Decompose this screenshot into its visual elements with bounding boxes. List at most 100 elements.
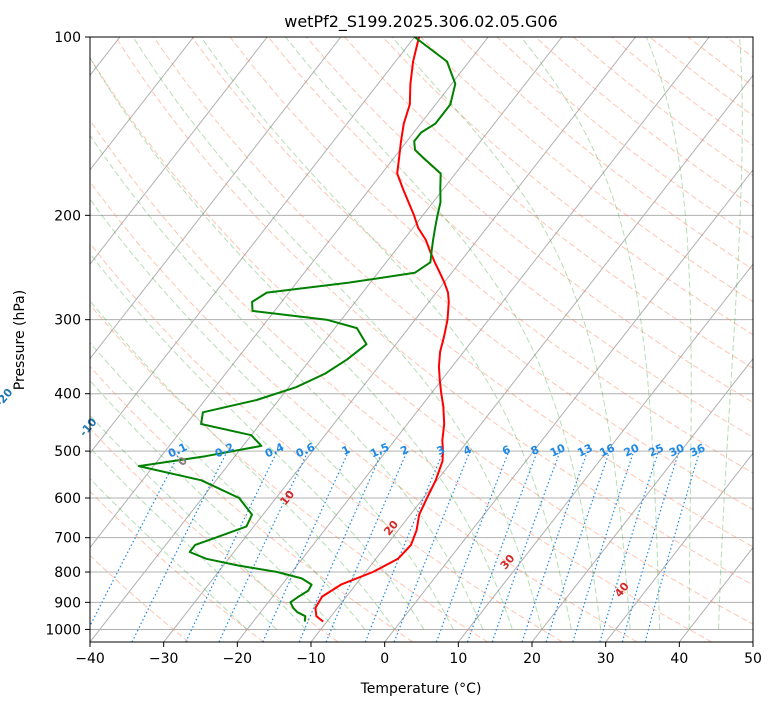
mixing-ratio-line xyxy=(393,450,471,642)
x-tick-label: 30 xyxy=(597,651,615,667)
moist-adiabat-line xyxy=(200,37,572,630)
mixing-ratio-line xyxy=(599,450,660,642)
mixing-ratio-label: 2 xyxy=(398,443,410,458)
mixing-ratio-line xyxy=(90,450,181,628)
isotherm-gridline xyxy=(90,37,342,360)
y-tick-label: 600 xyxy=(54,491,81,507)
moist-adiabat-line xyxy=(645,37,692,630)
isotherm-gridline xyxy=(90,37,268,265)
moist-adiabat-line xyxy=(90,252,425,630)
moist-adiabat-line xyxy=(90,414,307,630)
moist-adiabat-line xyxy=(90,447,277,630)
dry-adiabat-line xyxy=(420,37,753,303)
x-tick-label: 20 xyxy=(523,651,541,667)
dry-adiabat-line xyxy=(305,37,753,403)
moist-adiabat-line xyxy=(90,342,366,630)
dry-adiabat-label: 40 xyxy=(612,580,632,600)
mixing-ratio-label: 16 xyxy=(598,441,618,459)
dry-adiabat-line xyxy=(458,37,753,271)
isotherm-gridline xyxy=(163,37,636,642)
dry-adiabat-line xyxy=(90,181,638,642)
isotherm-gridline xyxy=(531,357,753,642)
mixing-ratio-label: 13 xyxy=(575,441,594,459)
isotherm-gridline xyxy=(90,37,415,454)
mixing-ratio-label: 10 xyxy=(548,441,568,459)
x-tick-label: −10 xyxy=(296,651,326,667)
mixing-ratio-label: 3 xyxy=(435,443,447,458)
isotherm-gridline xyxy=(90,37,194,171)
dry-adiabat-line xyxy=(191,37,753,511)
isotherm-gridline xyxy=(90,37,563,642)
moist-adiabat-line xyxy=(391,37,631,630)
dry-adiabat-line xyxy=(153,37,753,548)
isotherm-gridline xyxy=(752,641,753,642)
mixing-ratio-line xyxy=(466,450,538,642)
y-tick-label: 800 xyxy=(54,565,81,581)
y-tick-label: 1000 xyxy=(45,622,81,638)
isotherm-gridline xyxy=(457,263,753,642)
y-tick-label: 100 xyxy=(54,30,81,46)
mixing-ratio-label: 0.2 xyxy=(213,440,236,460)
mixing-ratio-label: 25 xyxy=(647,441,666,459)
x-tick-label: 50 xyxy=(744,651,762,667)
mixing-ratio-line xyxy=(218,450,309,642)
dry-adiabat-line xyxy=(382,37,753,336)
dry-adiabat-line xyxy=(90,554,190,642)
dry-adiabat-line xyxy=(90,427,339,642)
moist-adiabat-line xyxy=(718,37,743,630)
dry-adiabat-line xyxy=(573,37,753,177)
mixing-ratio-line xyxy=(298,450,384,642)
dry-adiabat-line xyxy=(90,365,414,642)
mixing-ratio-label: 8 xyxy=(529,443,541,458)
temperature-profile-line xyxy=(314,37,450,623)
dry-adiabat-line xyxy=(687,37,753,87)
y-tick-label: 700 xyxy=(54,531,81,547)
isotherm-gridline xyxy=(605,452,753,642)
dry-adiabat-label: 0 xyxy=(175,454,190,468)
mixing-ratio-label: 1.5 xyxy=(368,440,391,460)
isotherm-gridline xyxy=(310,74,753,642)
x-tick-label: −30 xyxy=(149,651,179,667)
dry-adiabat-label: 20 xyxy=(381,518,401,538)
dry-adiabat-line xyxy=(90,119,712,642)
mixing-ratio-line xyxy=(572,450,635,642)
y-tick-label: 300 xyxy=(54,313,81,329)
dry-adiabat-line xyxy=(90,490,264,642)
y-tick-label: 900 xyxy=(54,595,81,611)
mixing-ratio-label: 1 xyxy=(340,443,352,458)
moist-adiabat-line xyxy=(90,198,454,630)
dry-adiabat-line xyxy=(764,37,775,642)
isotherm-gridline xyxy=(90,37,489,549)
mixing-ratio-label: 36 xyxy=(688,441,708,459)
dry-adiabat-line xyxy=(344,37,753,369)
moist-adiabat-line xyxy=(520,37,661,630)
dry-adiabat-line xyxy=(90,56,753,625)
x-axis-title: Temperature (°C) xyxy=(360,681,482,697)
isotherm-gridline xyxy=(236,37,710,642)
mixing-ratio-label: 6 xyxy=(500,443,513,458)
mixing-ratio-line xyxy=(491,450,561,642)
chart-title: wetPf2_S199.2025.306.02.05.G06 xyxy=(284,12,558,32)
mixing-ratio-line xyxy=(521,450,589,642)
x-tick-label: −20 xyxy=(223,651,253,667)
mixing-ratio-label: 30 xyxy=(667,441,687,459)
y-tick-label: 500 xyxy=(54,444,81,460)
moist-adiabat-line xyxy=(132,37,543,630)
mixing-ratio-label: 0.6 xyxy=(294,440,317,460)
mixing-ratio-line xyxy=(435,450,510,642)
dry-adiabat-line xyxy=(534,37,753,207)
mixing-ratio-line xyxy=(131,450,228,642)
x-tick-label: 0 xyxy=(380,651,389,667)
plot-frame xyxy=(89,36,754,643)
mixing-ratio-line xyxy=(621,450,680,642)
mixing-ratio-line xyxy=(545,450,611,642)
y-axis-title: Pressure (hPa) xyxy=(12,290,28,390)
dry-adiabat-line xyxy=(90,303,488,642)
mixing-ratio-label: 20 xyxy=(622,441,642,459)
y-tick-label: 400 xyxy=(54,387,81,403)
dry-adiabat-label: 10 xyxy=(277,488,297,508)
x-tick-label: 10 xyxy=(449,651,467,667)
mixing-ratio-label: 0.4 xyxy=(263,440,286,460)
moist-adiabat-line xyxy=(90,57,513,630)
dewpoint-profile-line xyxy=(137,37,457,622)
